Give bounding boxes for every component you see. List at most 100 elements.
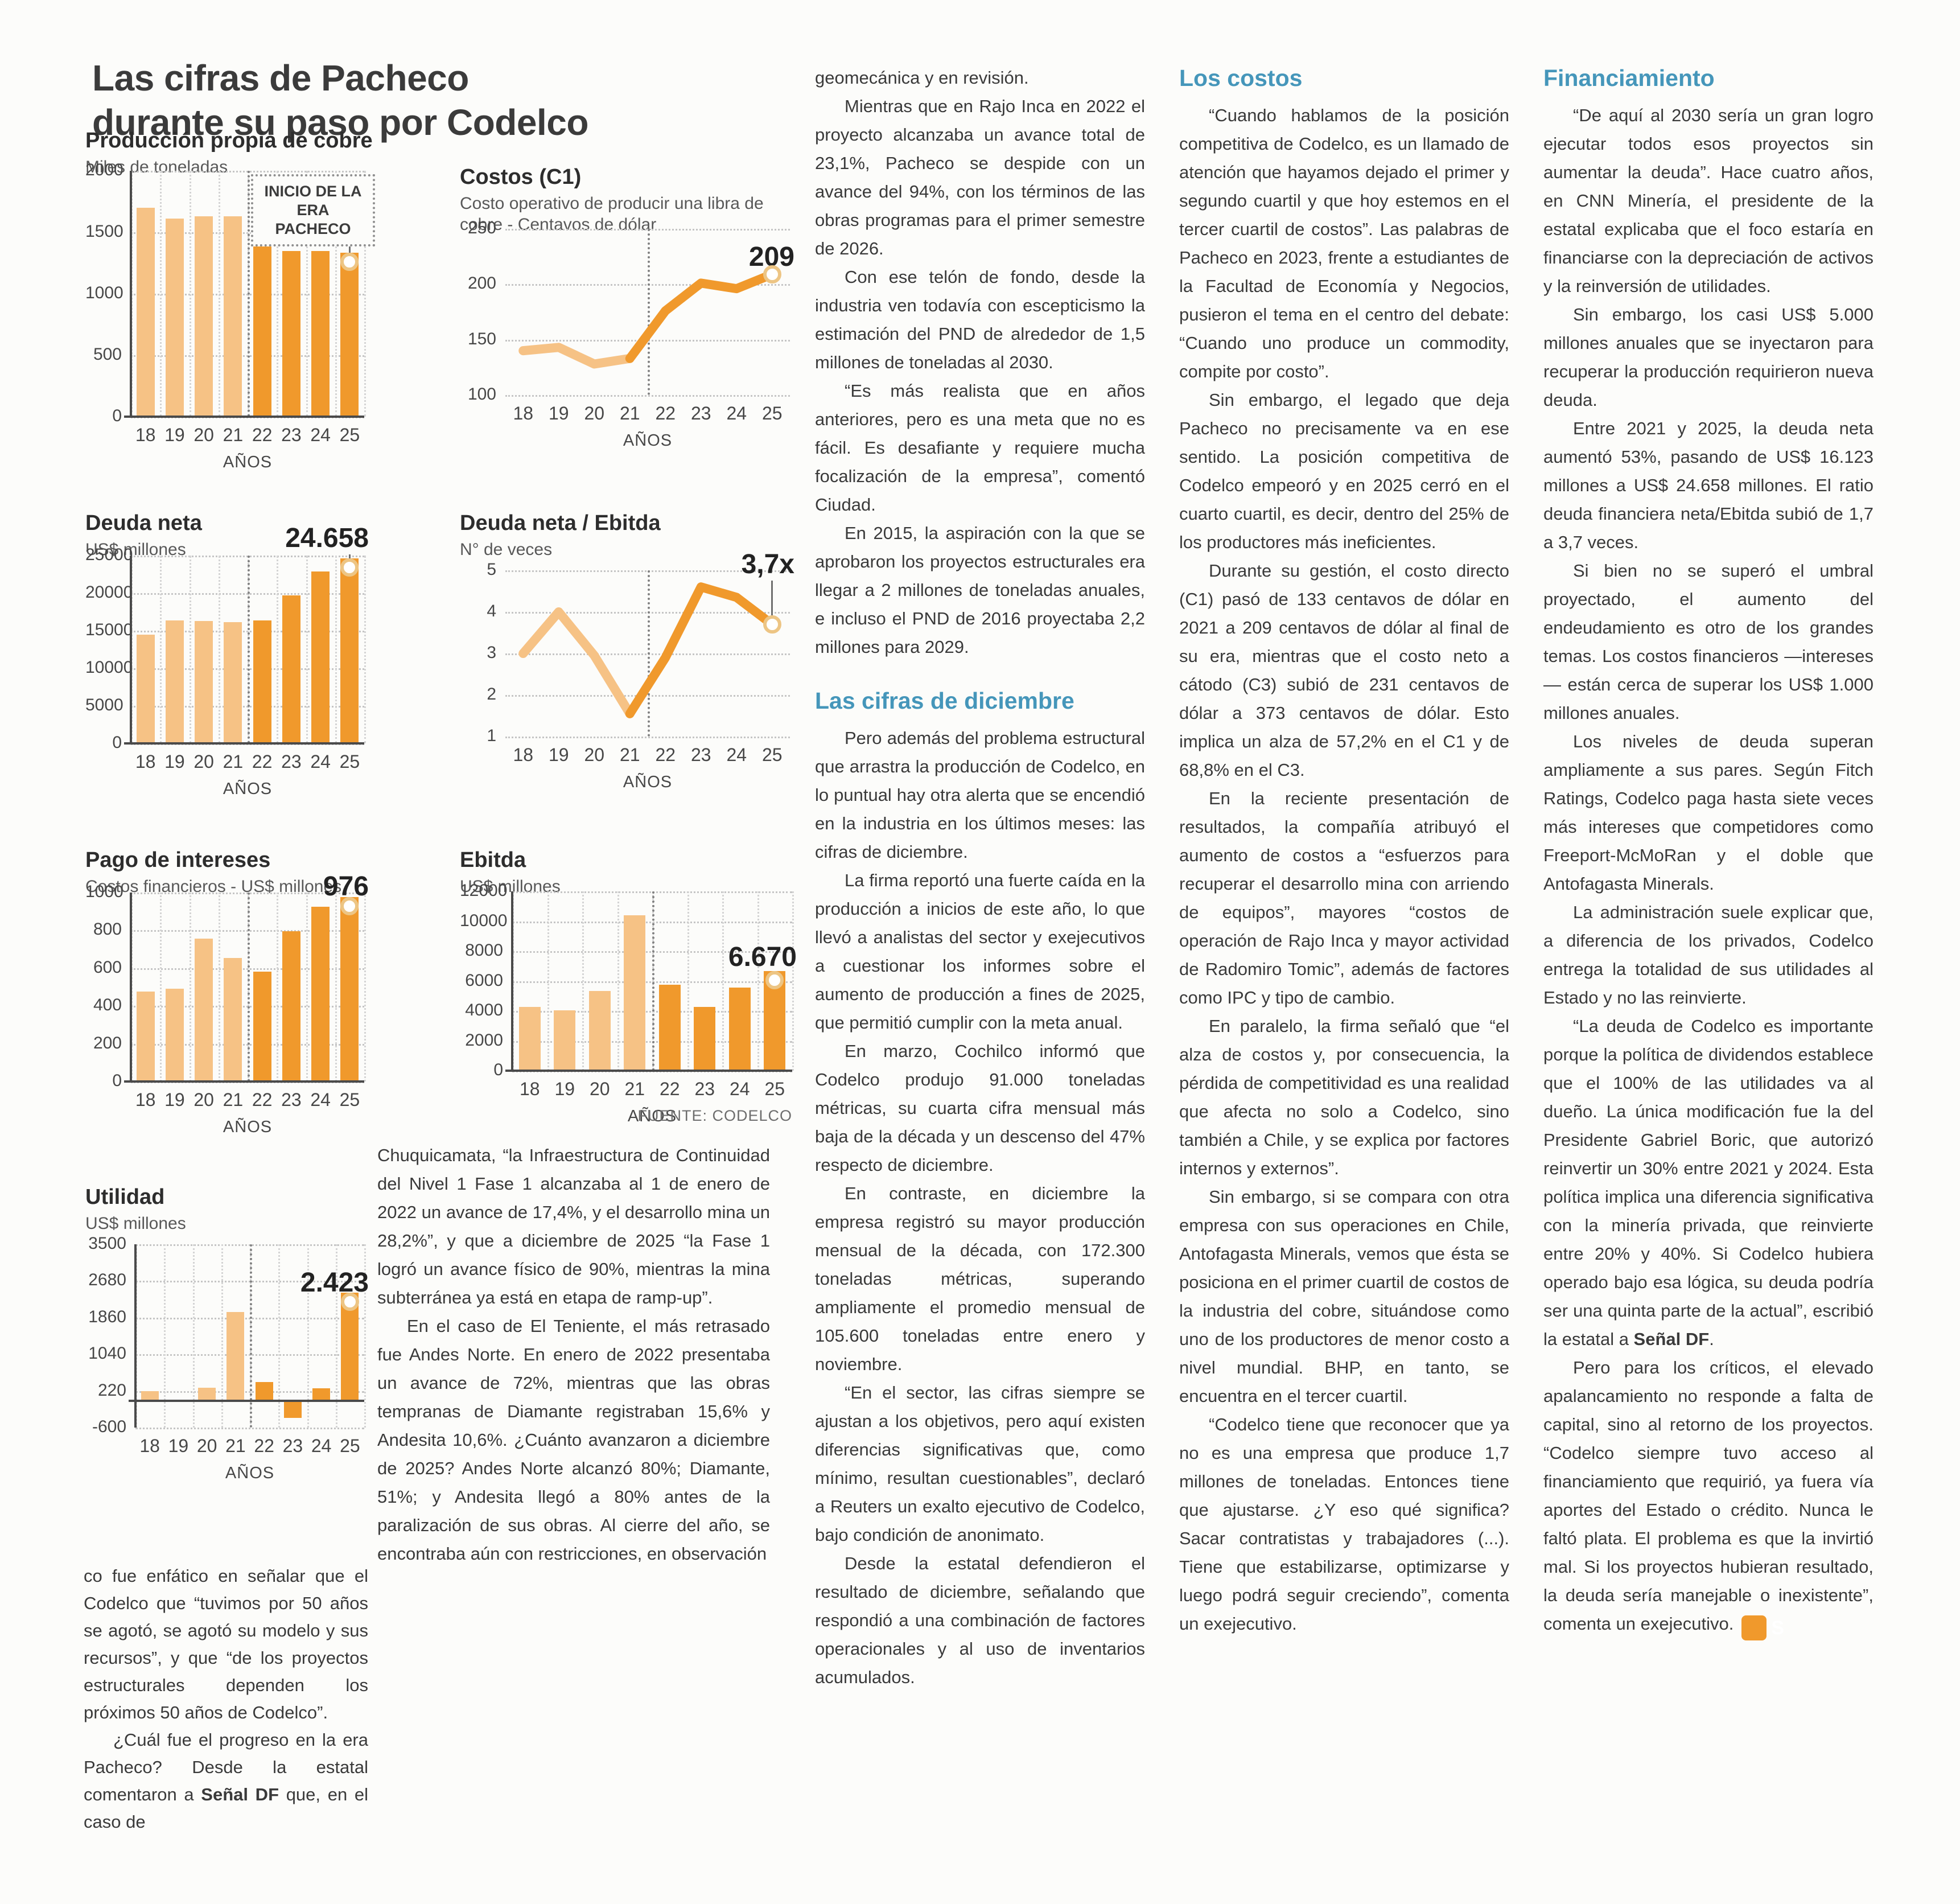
bar	[198, 1388, 216, 1401]
y-tick-label: 6000	[465, 970, 503, 990]
bar	[255, 1381, 273, 1401]
x-tick-label: 23	[690, 403, 711, 423]
y-axis-line	[130, 556, 132, 743]
chart-utilidad: Utilidad US$ millones 3500 2680 1860 1040 220 -…	[85, 1185, 371, 1499]
x-axis-title: AÑOS	[223, 780, 273, 798]
chart-deuda-neta: Deuda neta US$ millones 25000 20000 15000 100…	[85, 511, 371, 815]
gridline-vertical	[278, 1244, 281, 1428]
x-axis-title: AÑOS	[223, 453, 273, 471]
gridline-vertical	[364, 556, 366, 743]
gridline-vertical	[335, 893, 337, 1081]
paragraph: “De aquí al 2030 sería un gran logro eje…	[1543, 105, 1873, 296]
y-tick-label: 3	[487, 643, 496, 662]
y-tick-label: 10000	[460, 911, 508, 930]
gridline-vertical	[277, 556, 279, 743]
paragraph: La administración suele explicar que, a …	[1543, 902, 1873, 1007]
bar	[227, 1312, 245, 1401]
x-tick-label: 19	[164, 425, 185, 445]
data-point-marker	[763, 265, 781, 283]
paragraph: Si bien no se superó el umbral proyectad…	[1543, 561, 1873, 723]
page-title-line-1: Las cifras de Pacheco	[92, 57, 469, 98]
gridline-vertical	[160, 556, 162, 743]
bar	[340, 897, 359, 1081]
x-tick-label: 22	[254, 1436, 274, 1456]
bar	[518, 1007, 541, 1071]
paragraph: Sin embargo, el legado que deja Pacheco …	[1179, 390, 1509, 552]
paragraph: “En el sector, las cifras siempre se aju…	[815, 1383, 1145, 1545]
paragraph: “Cuando hablamos de la posición competit…	[1179, 105, 1509, 381]
y-tick-label: 800	[93, 920, 122, 939]
x-axis-title: AÑOS	[623, 431, 673, 450]
x-tick-label: 23	[282, 1436, 303, 1456]
paragraph: Chuquicamata, “la Infraestructura de Con…	[377, 1145, 770, 1307]
data-point-marker	[340, 252, 359, 271]
y-tick-label: 20000	[85, 583, 133, 602]
bar	[224, 216, 242, 417]
bar	[311, 906, 330, 1081]
paragraph: “Codelco tiene que reconocer que ya no e…	[1179, 1414, 1509, 1634]
paragraph: Sin embargo, los casi US$ 5.000 millones…	[1543, 305, 1873, 410]
bar	[311, 571, 330, 743]
x-tick-label: 20	[193, 1089, 214, 1110]
bar	[554, 1010, 576, 1071]
y-tick-label: 1000	[85, 283, 123, 302]
paragraph: En el caso de El Teniente, el más retras…	[377, 1316, 770, 1564]
bar	[136, 992, 155, 1081]
y-tick-label: 5000	[85, 696, 123, 714]
x-tick-label: 18	[135, 751, 156, 772]
data-point-marker	[340, 1292, 359, 1311]
chart-title: Deuda neta	[85, 511, 202, 535]
x-tick-label: 18	[513, 403, 534, 423]
data-point-marker	[765, 970, 784, 989]
y-tick-label: 2000	[465, 1030, 503, 1050]
callout-value: 2.423	[300, 1268, 369, 1298]
paragraph: Los niveles de deuda superan ampliamente…	[1543, 731, 1873, 894]
x-tick-label: 24	[311, 1436, 332, 1456]
x-tick-label: 18	[139, 1436, 160, 1456]
bar	[195, 620, 213, 743]
chart-produccion-propia-de-cobre: Producción propia de cobre Miles de tonel…	[85, 129, 375, 488]
y-tick-label: 8000	[465, 941, 503, 960]
gridline-vertical	[364, 893, 366, 1081]
x-tick-label: 25	[761, 403, 783, 423]
x-tick-label: 20	[584, 403, 605, 423]
y-tick-label: 200	[467, 274, 496, 293]
x-axis-line	[124, 742, 364, 745]
x-tick-label: 19	[548, 745, 569, 765]
bar	[224, 622, 242, 743]
callout-connector	[348, 554, 351, 558]
x-tick-label: 20	[584, 745, 605, 765]
chart-subtitle: N° de veces	[460, 540, 553, 559]
y-tick-label: 5	[487, 560, 496, 579]
x-tick-label: 22	[252, 425, 273, 445]
x-tick-label: 24	[310, 1089, 331, 1110]
x-tick-label: 21	[619, 745, 640, 765]
gridline-horizontal	[505, 737, 790, 738]
paragraph: La firma reportó una fuerte caída en la …	[815, 870, 1145, 1033]
data-point-marker	[763, 615, 781, 634]
paragraph: Entre 2021 y 2025, la deuda neta aumentó…	[1543, 418, 1873, 552]
section-heading: Las cifras de diciembre	[815, 688, 1074, 714]
bar	[282, 595, 300, 743]
x-tick-label: 25	[764, 1079, 785, 1099]
bar	[282, 931, 300, 1081]
section-heading: Los costos	[1179, 65, 1303, 91]
x-tick-label: 19	[164, 751, 185, 772]
y-axis-line	[134, 1244, 137, 1428]
bar	[312, 1388, 331, 1401]
bar	[165, 620, 184, 743]
bar	[141, 1391, 159, 1401]
chart-deuda-neta-ebitda: Deuda neta / Ebitda N° de veces 5 4 3 2 1 18 19 2…	[460, 511, 797, 808]
bar	[340, 252, 359, 417]
gridline-vertical	[757, 891, 759, 1071]
text-column-5: Financiamiento “De aquí al 2030 sería un …	[1543, 64, 1873, 1640]
callout-value: 24.658	[285, 523, 369, 553]
bar	[311, 251, 330, 417]
bar	[165, 989, 184, 1081]
gridline-vertical	[722, 891, 724, 1071]
paragraph: Sin embargo, si se compara con otra empr…	[1179, 1187, 1509, 1406]
gridline-vertical	[277, 171, 279, 417]
gridline-vertical	[218, 893, 220, 1081]
x-axis-title: AÑOS	[627, 1107, 677, 1125]
